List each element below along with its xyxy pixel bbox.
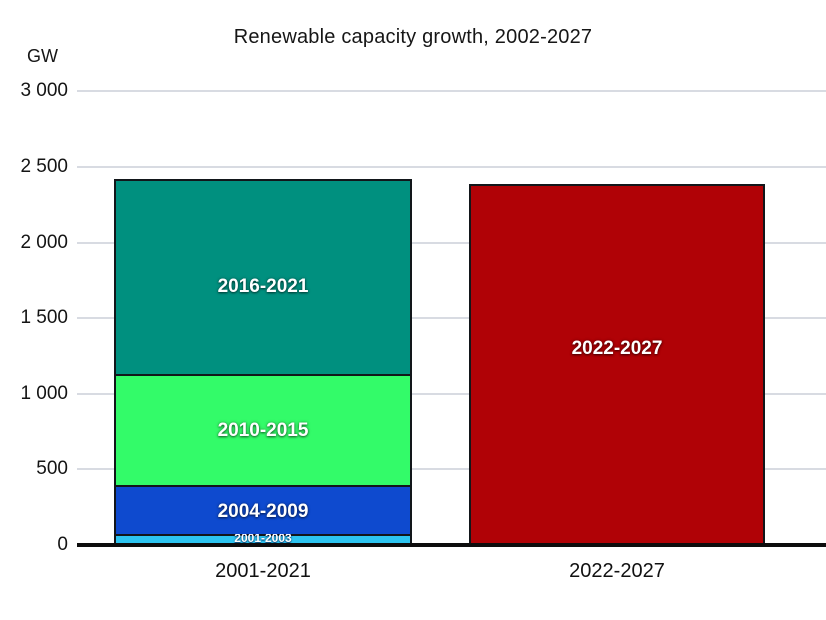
bar-segment-2010-2015: 2010-2015	[114, 374, 412, 485]
bar-segment-2016-2021: 2016-2021	[114, 179, 412, 375]
y-tick-label: 1 000	[20, 382, 68, 404]
y-tick-label: 500	[36, 458, 68, 480]
gridline-2000	[77, 241, 826, 244]
y-tick-label: 2 500	[20, 156, 68, 177]
x-category-label: 2001-2021	[215, 560, 311, 582]
gridline-1000	[77, 392, 826, 395]
segment-label: 2022-2027	[571, 337, 663, 359]
bar-segment-2004-2009: 2004-2009	[114, 484, 412, 535]
chart-title: Renewable capacity growth, 2002-2027	[233, 26, 593, 48]
y-tick-label: 2 000	[20, 231, 68, 253]
segment-label: 2016-2021	[217, 276, 309, 298]
bar-segment-2022-2027: 2022-2027	[469, 183, 765, 545]
y-tick-label: 1 500	[20, 307, 68, 329]
gridline-3000	[77, 90, 826, 93]
y-axis-unit-label: GW	[27, 46, 58, 66]
gridline-500	[77, 468, 826, 471]
x-category-label: 2022-2027	[569, 560, 665, 582]
bar-segment-2001-2003: 2001-2003	[114, 531, 412, 545]
segment-label: 2001-2003	[234, 531, 292, 546]
segment-label: 2010-2015	[217, 420, 309, 442]
segment-label: 2004-2009	[217, 500, 309, 522]
gridline-2500	[77, 166, 826, 168]
gridline-1500	[77, 317, 826, 320]
y-tick-label: 0	[57, 534, 68, 555]
x-axis-line	[77, 543, 826, 547]
y-tick-label: 3 000	[20, 80, 68, 102]
